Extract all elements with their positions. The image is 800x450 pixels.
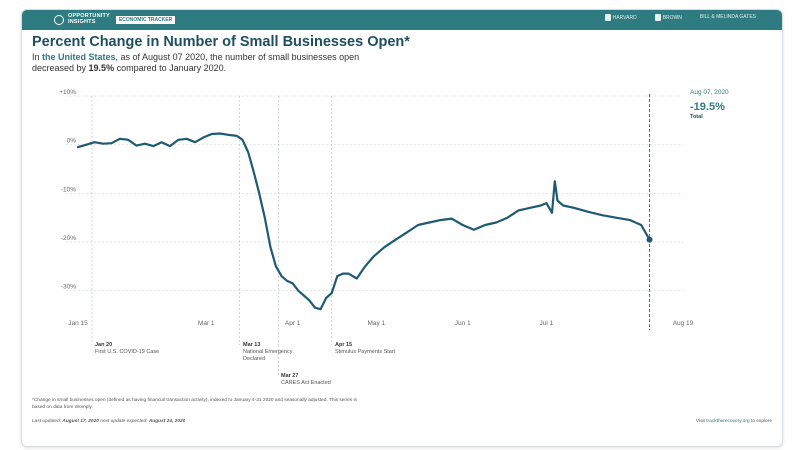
x-tick-label: Jun 1 <box>455 320 471 327</box>
latest-value: -19.5% <box>690 101 725 113</box>
brand-name: OPPORTUNITY INSIGHTS <box>68 13 110 25</box>
latest-date: Aug 07, 2020 <box>690 89 729 96</box>
x-tick-label: Jan 15 <box>68 320 88 327</box>
x-tick-label: Mar 1 <box>198 320 215 327</box>
event-label-stimulus: Apr 15 Stimulus Payments Start <box>335 342 396 355</box>
partner-logo-brown[interactable]: BROWN <box>654 14 682 21</box>
update-info: Last updated: August 17, 2020 next updat… <box>32 419 186 424</box>
y-tick-label: +10% <box>59 89 76 96</box>
partner-logo-harvard[interactable]: HARVARD <box>604 14 637 21</box>
x-tick-label: May 1 <box>367 320 385 327</box>
series-line-total <box>76 132 651 311</box>
site-link[interactable]: tracktherecovery.org <box>706 419 750 424</box>
x-tick-label: Jul 1 <box>540 320 554 327</box>
chart-subtitle: In the United States, as of August 07 20… <box>32 52 360 73</box>
y-tick-label: -30% <box>61 284 76 291</box>
x-tick-label: Aug 19 <box>673 320 694 327</box>
partner-logos: HARVARD BROWN BILL & MELINDA GATES <box>604 14 756 21</box>
opportunity-insights-logo-icon <box>54 14 64 25</box>
y-tick-label: 0% <box>67 138 77 145</box>
visit-site: Visit tracktherecovery.org to explore <box>695 419 772 424</box>
top-bar: OPPORTUNITY INSIGHTS ECONOMIC TRACKER HAR… <box>22 10 782 30</box>
location-link[interactable]: the United States <box>42 52 116 62</box>
event-label-first-case: Jan 20 First U.S. COVID-19 Case <box>95 342 160 355</box>
shield-icon <box>654 14 661 21</box>
shield-icon <box>604 14 611 21</box>
event-label-national-emergency: Mar 13 National Emergency Declared <box>243 342 293 362</box>
x-tick-label: Apr 1 <box>285 320 301 327</box>
latest-series-label: Total <box>690 114 703 120</box>
y-tick-label: -20% <box>61 235 76 242</box>
y-tick-label: -10% <box>61 186 76 193</box>
event-label-cares-act: Mar 27 CARES Act Enacted <box>281 373 331 386</box>
tracker-card: OPPORTUNITY INSIGHTS ECONOMIC TRACKER HAR… <box>21 9 783 447</box>
brand-logo[interactable]: OPPORTUNITY INSIGHTS ECONOMIC TRACKER <box>54 13 176 25</box>
partner-logo-gates[interactable]: BILL & MELINDA GATES <box>699 14 756 20</box>
latest-data-point <box>646 236 653 243</box>
chart-title: Percent Change in Number of Small Busine… <box>32 34 410 50</box>
footnote: *Change in small businesses open (define… <box>32 398 357 410</box>
brand-tag: ECONOMIC TRACKER <box>115 15 176 24</box>
